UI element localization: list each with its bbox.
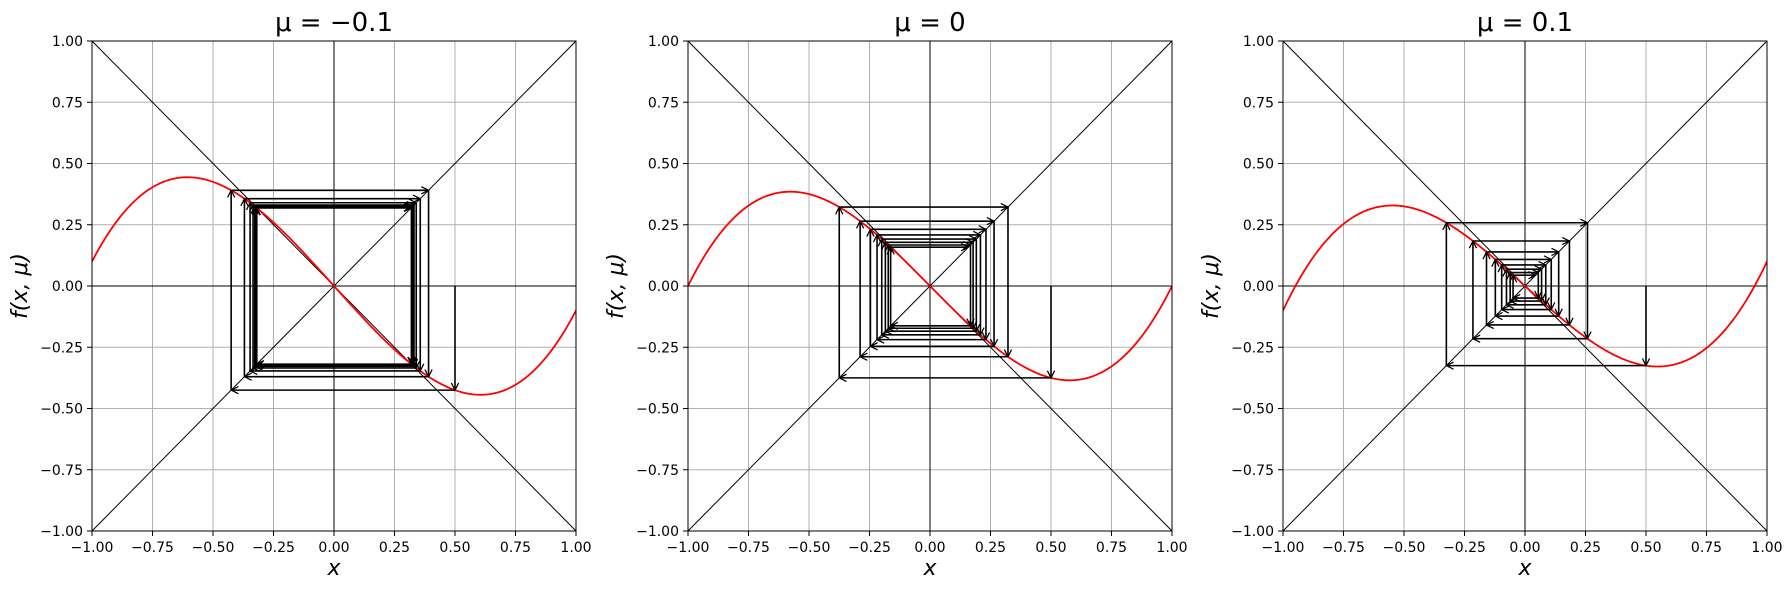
y-tick-label: −0.50	[636, 402, 679, 418]
y-axis-label: f(x, μ)	[8, 253, 33, 319]
x-tick-label: 0.00	[1509, 540, 1540, 556]
y-tick-label: −1.00	[1231, 524, 1274, 540]
y-tick-label: 1.00	[648, 34, 679, 50]
chart-title: μ = 0.1	[1477, 8, 1573, 38]
cobweb-path	[839, 207, 1051, 378]
y-tick-label: 1.00	[1243, 34, 1274, 50]
chart-panel-1: −1.00 −0.75 −0.50 −0.25 0.00 0.25 0.50 0.75 1.00…	[8, 8, 592, 581]
y-tick-label: −0.25	[636, 340, 679, 356]
y-tick-label: 1.00	[52, 34, 83, 50]
x-axis-label: x	[326, 556, 341, 581]
y-tick-label: −0.75	[1231, 463, 1274, 479]
chart-panel-3: −1.00 −0.75 −0.50 −0.25 0.00 0.25 0.50 0.75 1.00…	[1199, 8, 1783, 581]
x-tick-label: 0.25	[975, 540, 1006, 556]
x-tick-label: 1.00	[1156, 540, 1187, 556]
x-tick-label: −0.25	[252, 540, 295, 556]
y-tick-label: 0.50	[52, 157, 83, 173]
y-tick-label: 0.50	[1243, 157, 1274, 173]
y-tick-label: −0.50	[1231, 402, 1274, 418]
chart-panel-2: −1.00 −0.75 −0.50 −0.25 0.00 0.25 0.50 0.75 1.00…	[604, 8, 1188, 581]
x-tick-label: −0.50	[788, 540, 831, 556]
x-tick-label: −0.50	[1383, 540, 1426, 556]
x-axis-label: x	[1517, 556, 1532, 581]
y-tick-label: −1.00	[636, 524, 679, 540]
y-tick-label: 0.25	[1243, 218, 1274, 234]
y-tick-label: −0.75	[636, 463, 679, 479]
y-axis-label: f(x, μ)	[1199, 253, 1224, 319]
x-tick-label: 0.75	[500, 540, 531, 556]
x-tick-label: 0.50	[1630, 540, 1661, 556]
x-tick-label: −1.00	[71, 540, 114, 556]
y-tick-label: −0.75	[40, 463, 83, 479]
y-tick-label: −1.00	[40, 524, 83, 540]
y-tick-label: 0.50	[648, 157, 679, 173]
x-tick-label: −0.75	[131, 540, 174, 556]
x-tick-label: −0.25	[1443, 540, 1486, 556]
x-tick-label: 0.50	[439, 540, 470, 556]
x-tick-label: 0.00	[914, 540, 945, 556]
y-tick-label: 0.00	[648, 279, 679, 295]
x-tick-label: 0.00	[318, 540, 349, 556]
x-tick-label: −1.00	[1262, 540, 1305, 556]
chart-title: μ = −0.1	[275, 8, 393, 38]
x-tick-label: −0.50	[192, 540, 235, 556]
y-tick-label: −0.50	[40, 402, 83, 418]
y-tick-label: 0.25	[648, 218, 679, 234]
x-tick-label: 0.50	[1035, 540, 1066, 556]
map-curve	[92, 176, 576, 396]
x-tick-label: 0.75	[1691, 540, 1722, 556]
x-tick-label: 1.00	[1751, 540, 1782, 556]
y-tick-label: 0.00	[52, 279, 83, 295]
y-tick-label: 0.75	[648, 95, 679, 111]
map-curve	[688, 190, 1172, 382]
x-tick-label: −1.00	[667, 540, 710, 556]
cobweb-path	[231, 190, 455, 390]
x-tick-label: 0.75	[1096, 540, 1127, 556]
x-tick-label: 0.25	[379, 540, 410, 556]
x-tick-label: −0.75	[1322, 540, 1365, 556]
y-tick-label: 0.75	[52, 95, 83, 111]
y-tick-label: −0.25	[40, 340, 83, 356]
map-curve	[1283, 204, 1767, 368]
x-tick-label: 0.25	[1570, 540, 1601, 556]
cobweb-path	[1446, 223, 1646, 366]
chart-title: μ = 0	[894, 8, 965, 38]
x-tick-label: −0.25	[848, 540, 891, 556]
y-tick-label: 0.25	[52, 218, 83, 234]
x-axis-label: x	[922, 556, 937, 581]
x-tick-label: 1.00	[560, 540, 591, 556]
y-tick-label: 0.75	[1243, 95, 1274, 111]
y-tick-label: −0.25	[1231, 340, 1274, 356]
y-tick-label: 0.00	[1243, 279, 1274, 295]
y-axis-label: f(x, μ)	[604, 253, 629, 319]
x-tick-label: −0.75	[727, 540, 770, 556]
